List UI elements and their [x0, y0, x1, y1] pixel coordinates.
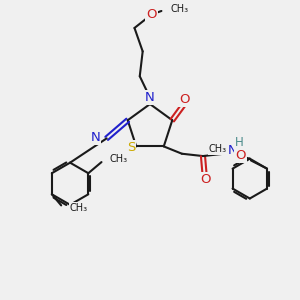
Text: CH₃: CH₃: [209, 144, 227, 154]
Text: S: S: [127, 141, 135, 154]
Text: CH₃: CH₃: [171, 4, 189, 14]
Text: N: N: [228, 144, 238, 157]
Text: N: N: [145, 91, 155, 104]
Text: O: O: [235, 149, 246, 162]
Text: H: H: [235, 136, 244, 149]
Text: N: N: [91, 131, 100, 144]
Text: O: O: [179, 93, 190, 106]
Text: O: O: [200, 173, 211, 186]
Text: O: O: [146, 8, 157, 21]
Text: CH₃: CH₃: [110, 154, 128, 164]
Text: CH₃: CH₃: [69, 203, 88, 213]
